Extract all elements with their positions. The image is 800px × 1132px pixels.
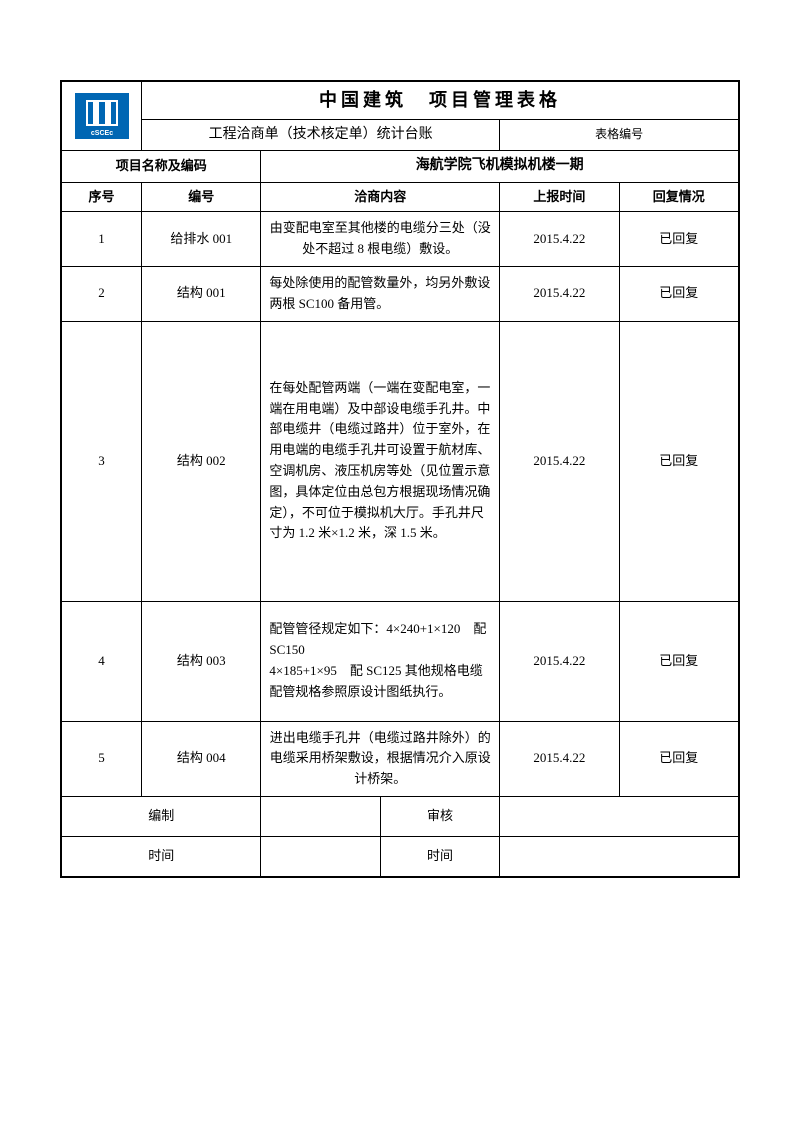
cell-date: 2015.4.22 (500, 601, 619, 721)
table-row: 1 给排水 001 由变配电室至其他楼的电缆分三处（没处不超过 8 根电缆）敷设… (62, 212, 739, 267)
cell-reply: 已回复 (619, 321, 738, 601)
cell-reply: 已回复 (619, 266, 738, 321)
col-content-header: 洽商内容 (261, 182, 500, 212)
page-title: 中国建筑 项目管理表格 (142, 82, 739, 120)
main-table: cSCEc 中国建筑 项目管理表格 工程洽商单（技术核定单）统计台账 表格编号 … (61, 81, 739, 877)
cell-content: 进出电缆手孔井（电缆过路井除外）的电缆采用桥架敷设，根据情况介入原设计桥架。 (261, 721, 500, 796)
col-reply-header: 回复情况 (619, 182, 738, 212)
logo-cell: cSCEc (62, 82, 142, 151)
project-name: 海航学院飞机模拟机楼一期 (261, 151, 739, 182)
time1-label: 时间 (62, 836, 261, 876)
cell-seq: 4 (62, 601, 142, 721)
footer-row-2: 时间 时间 (62, 836, 739, 876)
cell-num: 结构 004 (142, 721, 261, 796)
table-row: 3 结构 002 在每处配管两端（一端在变配电室，一端在用电端）及中部设电缆手孔… (62, 321, 739, 601)
cell-date: 2015.4.22 (500, 266, 619, 321)
table-row: 5 结构 004 进出电缆手孔井（电缆过路井除外）的电缆采用桥架敷设，根据情况介… (62, 721, 739, 796)
cell-content: 由变配电室至其他楼的电缆分三处（没处不超过 8 根电缆）敷设。 (261, 212, 500, 267)
cell-reply: 已回复 (619, 721, 738, 796)
reviewed-value (500, 796, 739, 836)
cell-num: 结构 003 (142, 601, 261, 721)
col-num-header: 编号 (142, 182, 261, 212)
prepared-label: 编制 (62, 796, 261, 836)
cell-content: 配管管径规定如下：4×240+1×120 配 SC150 4×185+1×95 … (261, 601, 500, 721)
cell-num: 结构 002 (142, 321, 261, 601)
cell-content: 在每处配管两端（一端在变配电室，一端在用电端）及中部设电缆手孔井。中部电缆井（电… (261, 321, 500, 601)
cell-seq: 3 (62, 321, 142, 601)
cscec-logo: cSCEc (75, 93, 129, 139)
cell-reply: 已回复 (619, 212, 738, 267)
cell-seq: 2 (62, 266, 142, 321)
cell-num: 给排水 001 (142, 212, 261, 267)
footer-row-1: 编制 审核 (62, 796, 739, 836)
page-subtitle: 工程洽商单（技术核定单）统计台账 (142, 119, 500, 150)
cell-date: 2015.4.22 (500, 721, 619, 796)
reviewed-label: 审核 (380, 796, 499, 836)
prepared-value (261, 796, 380, 836)
cell-date: 2015.4.22 (500, 321, 619, 601)
time2-value (500, 836, 739, 876)
table-row: 2 结构 001 每处除使用的配管数量外，均另外敷设两根 SC100 备用管。 … (62, 266, 739, 321)
cell-seq: 1 (62, 212, 142, 267)
cell-reply: 已回复 (619, 601, 738, 721)
cell-date: 2015.4.22 (500, 212, 619, 267)
time2-label: 时间 (380, 836, 499, 876)
table-row: 4 结构 003 配管管径规定如下：4×240+1×120 配 SC150 4×… (62, 601, 739, 721)
form-number-label: 表格编号 (500, 119, 739, 150)
cell-seq: 5 (62, 721, 142, 796)
col-seq-header: 序号 (62, 182, 142, 212)
time1-value (261, 836, 380, 876)
form-container: cSCEc 中国建筑 项目管理表格 工程洽商单（技术核定单）统计台账 表格编号 … (60, 80, 740, 878)
project-label: 项目名称及编码 (62, 151, 261, 182)
svg-text:cSCEc: cSCEc (90, 130, 112, 137)
col-date-header: 上报时间 (500, 182, 619, 212)
cell-num: 结构 001 (142, 266, 261, 321)
cell-content: 每处除使用的配管数量外，均另外敷设两根 SC100 备用管。 (261, 266, 500, 321)
